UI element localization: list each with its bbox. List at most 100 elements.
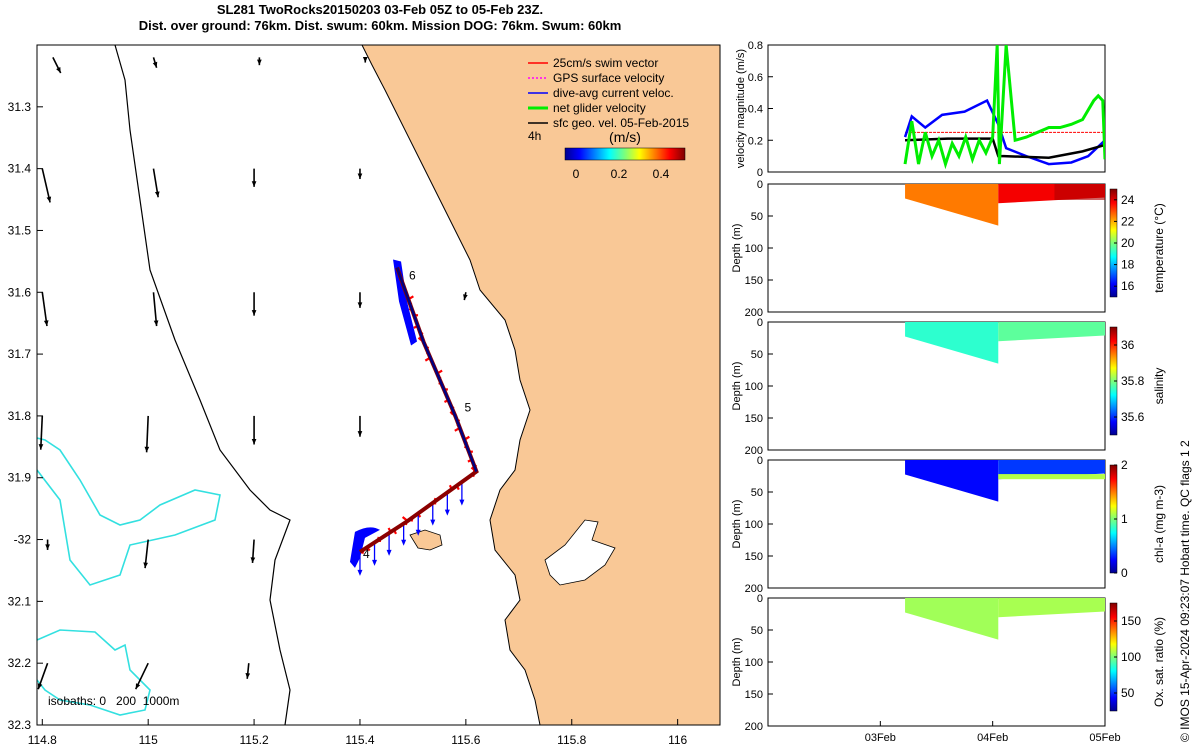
colorbar-tick-label: 36 [1121,338,1135,352]
geo-arrow-head [245,673,251,679]
credit-text: © IMOS 15-Apr-2024 09:23:07 Hobart time.… [1178,440,1192,742]
colorbar-tick-label: 18 [1121,258,1135,272]
depth-tick-label: 50 [751,625,763,637]
depth-ylabel: Depth (m) [731,362,743,411]
depth-tick-label: 150 [745,689,763,701]
geo-arrow-head [250,557,256,563]
map-y-tick-label: 31.9 [8,471,32,485]
chart-title: SL281 TwoRocks20150203 03-Feb 05Z to 05-… [216,2,544,17]
geo-arrow-shaft [41,292,48,327]
salinity-section: 0 50 100 150 200 Depth (m) 35.6 35.8 36 salinity [731,317,1166,457]
map-y-tick-label: 32.2 [8,656,32,670]
velocity-frame [767,44,1106,173]
depth-ylabel: Depth (m) [731,224,743,273]
velocity-y-tick-label: 0.6 [748,72,763,84]
velocity-ylabel: velocity magnitude (m/s) [735,49,747,168]
colorbar-label: salinity [1152,368,1166,405]
time-tick-label: 05Feb [1089,732,1120,744]
colorbar-label: Ox. sat. ratio (%) [1152,617,1166,707]
warm-surface-layer [1054,184,1105,200]
depth-tick-label: 100 [745,381,763,393]
colorbar-tick-1: 0.2 [611,167,628,181]
colorbar-tick-label: 16 [1121,279,1135,293]
section-data-before [905,460,999,502]
geo-arrow-shaft [39,415,44,450]
time-tick-label: 04Feb [977,732,1008,744]
colorbar-tick-label: 35.8 [1121,374,1145,388]
velocity-y-tick-label: 0.2 [748,135,763,147]
geo-arrow-head [153,320,159,327]
geo-arrow-shaft [152,292,158,327]
map-x-tick-label: 115.8 [557,733,586,747]
current-arrow-head [444,509,450,516]
map-y-tick-label: 31.4 [8,162,32,176]
time-tick-label: 03Feb [865,732,896,744]
current-arrow-head [386,549,392,556]
geo-arrow-head [251,438,257,445]
colorbar-tick-label: 24 [1121,193,1135,207]
colorbar-label: chl-a (mg m-3) [1152,485,1166,563]
colorbar-tick-2: 0.4 [653,167,670,181]
geo-arrow-head [463,294,468,301]
geo-arrow-head [154,191,160,198]
speed-colorbar [564,147,686,161]
velocity-line-net-glider-velocity [903,45,1105,170]
map-y-tick-label: 31.7 [8,347,32,361]
colorbar-tick-label: 20 [1121,236,1135,250]
map-legend: 25cm/s swim vector GPS surface velocity … [528,56,689,181]
colorbar-label: (m/s) [609,129,641,145]
oxygen-section: 0 50 100 150 200 Depth (m) 50 100 150 Ox. sat. ra… [731,593,1166,733]
depth-tick-label: 150 [745,413,763,425]
chart-subtitle: Dist. over ground: 76km. Dist. swum: 60k… [138,18,622,33]
geo-arrow-head [251,181,257,187]
isobath-200m [114,45,291,725]
current-arrow-head [459,499,465,506]
depth-tick-label: 200 [745,583,763,595]
geo-arrow-head [257,59,262,66]
depth-tick-label: 200 [745,721,763,733]
depth-tick-label: 100 [745,243,763,255]
geo-arrow-shaft [145,415,149,453]
geo-arrow-head [143,562,148,569]
geo-arrow-head [37,683,43,690]
track-label: 6 [409,269,416,283]
geo-arrow-head [152,61,158,68]
depth-ylabel: Depth (m) [731,638,743,687]
velocity-series [903,45,1105,170]
map-y-tick-label: 31.6 [8,285,32,299]
geo-arrow-head [46,196,52,203]
depth-tick-label: 0 [757,593,763,605]
land-mass [362,45,720,725]
colorbar-tick-0: 0 [573,167,580,181]
geo-arrow-head [56,66,61,73]
time-axis: 03Feb 04Feb 05Feb [865,721,1121,744]
legend-gps: GPS surface velocity [553,71,664,85]
colorbar-label: temperature (°C) [1152,203,1166,293]
colorbar-tick-label: 50 [1121,686,1135,700]
velocity-y-tick-label: 0 [757,167,763,179]
current-cluster-end [393,259,418,346]
map-x-axis: 114.8 115 115.2 115.4 115.6 115.8 116 [28,719,688,747]
section-data-before [905,322,999,364]
map-x-tick-label: 116 [668,733,687,747]
geo-arrow-head [45,544,50,550]
isobath-label: isobaths: 0 200 1000m [48,694,179,708]
current-arrow-head [372,559,378,566]
geo-velocity-arrows [37,57,468,690]
geo-arrow-head [357,173,363,180]
depth-ylabel: Depth (m) [731,500,743,549]
map-y-tick-label: 31.8 [8,409,32,423]
estuary [544,519,616,586]
legend-swim: 25cm/s swim vector [553,56,658,70]
current-arrow-head [415,529,421,536]
velocity-y-tick-label: 0.8 [748,40,763,52]
isobath-1000m [37,437,221,586]
colorbar-tick-label: 22 [1121,214,1135,228]
map-x-tick-label: 115 [139,733,158,747]
map-x-tick-label: 114.8 [28,733,57,747]
legend-dive: dive-avg current veloc. [553,86,674,100]
colorbar-tick-label: 0 [1121,566,1128,580]
colorbar-tick-label: 2 [1121,458,1128,472]
chla-section: 0 50 100 150 200 Depth (m) 0 1 2 chl-a (mg m-3) [731,455,1166,595]
